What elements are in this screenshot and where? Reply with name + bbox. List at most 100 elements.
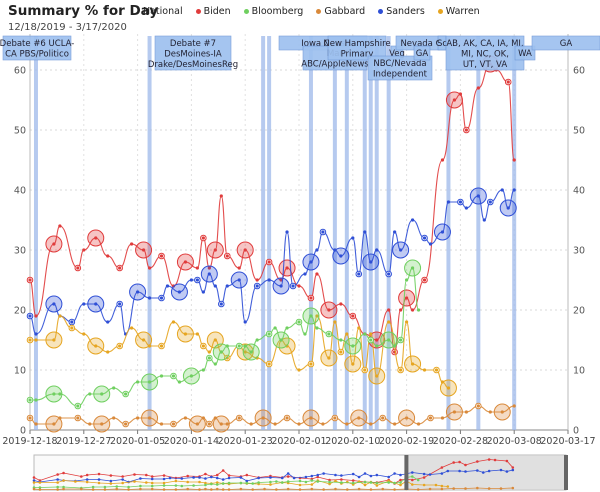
legend-scope[interactable]: National: [143, 6, 183, 17]
legend-item-biden[interactable]: Biden: [195, 6, 231, 17]
navigator-point: [464, 470, 467, 473]
navigator-point: [310, 487, 314, 491]
data-point: [261, 416, 265, 420]
data-point: [141, 338, 146, 342]
navigator-point: [411, 478, 414, 482]
navigator-line-sanders: [33, 469, 513, 483]
navigator-handle-left[interactable]: [404, 455, 409, 490]
data-point: [243, 248, 247, 252]
data-point: [141, 248, 146, 252]
navigator-point: [32, 479, 36, 482]
navigator-point: [109, 479, 113, 483]
data-point: [393, 230, 397, 234]
data-point: [446, 386, 451, 390]
navigator-point: [204, 481, 207, 485]
event-label-super-tuesday: AB, AK, CA, IA, MI,MI, NC, OK,UT, VT, VA: [445, 35, 525, 71]
data-point: [375, 374, 379, 378]
navigator-handle-right[interactable]: [564, 455, 568, 490]
data-point: [285, 326, 289, 330]
data-point: [28, 314, 32, 318]
legend-label-biden: Biden: [203, 6, 231, 17]
navigator-point: [150, 484, 154, 488]
data-point: [207, 272, 211, 276]
data-point: [440, 416, 445, 420]
data-point: [207, 350, 211, 354]
event-label-text: New Hampshire: [323, 39, 390, 49]
data-point: [297, 320, 301, 324]
data-point: [58, 392, 62, 396]
navigator-point: [162, 488, 166, 491]
legend-item-warren[interactable]: Warren: [437, 6, 480, 17]
navigator-point: [487, 469, 491, 473]
data-point: [363, 368, 367, 372]
navigator-point: [32, 487, 36, 491]
y-tick-label-left: 60: [14, 66, 26, 77]
navigator-point: [375, 481, 379, 485]
data-point: [405, 320, 409, 324]
data-point: [327, 308, 331, 312]
data-point: [363, 332, 367, 336]
navigator-point: [280, 476, 284, 480]
data-point: [303, 332, 307, 336]
event-label-text: NBC/Nevada: [373, 59, 426, 69]
data-point: [476, 86, 480, 90]
event-line: [261, 36, 266, 430]
navigator-point: [363, 472, 367, 475]
navigator-point: [239, 476, 243, 479]
data-point: [201, 344, 205, 348]
event-line: [147, 36, 152, 430]
event-line: [332, 36, 337, 430]
navigator-point: [369, 488, 373, 491]
navigator-point: [452, 461, 455, 464]
data-point: [112, 416, 116, 420]
date-range: 12/18/2019 - 3/17/2020: [8, 22, 127, 33]
legend-item-sanders[interactable]: Sanders: [378, 6, 425, 17]
legend-item-gabbard[interactable]: Gabbard: [316, 6, 365, 17]
data-point: [52, 242, 56, 246]
navigator-point: [440, 472, 444, 475]
navigator-point: [476, 460, 479, 463]
navigator-point: [62, 487, 65, 491]
navigator-point: [62, 485, 65, 489]
data-point: [159, 296, 164, 300]
navigator-point: [286, 480, 290, 483]
data-point: [219, 422, 223, 426]
data-point: [76, 404, 80, 408]
navigator-point: [109, 482, 113, 485]
data-point: [512, 158, 516, 162]
navigator-point: [215, 487, 219, 491]
navigator-point: [411, 471, 414, 474]
data-point: [488, 410, 492, 414]
navigator-point: [145, 481, 148, 484]
y-tick-label-right: 20: [573, 306, 585, 317]
navigator-point: [345, 488, 349, 491]
navigator-point: [340, 481, 343, 484]
navigator-point: [399, 483, 402, 487]
data-point: [458, 200, 462, 204]
data-point: [267, 362, 271, 366]
navigator-point: [499, 468, 503, 472]
navigator-point: [204, 472, 207, 476]
data-point: [393, 344, 397, 348]
navigator-point: [85, 478, 89, 481]
data-point: [171, 374, 176, 378]
data-point: [183, 332, 188, 336]
data-point: [52, 392, 56, 396]
navigator-point: [139, 487, 142, 491]
navigator-point: [440, 484, 444, 488]
navigator-point: [133, 480, 136, 483]
navigator-point: [174, 479, 178, 483]
data-point: [321, 230, 325, 234]
navigator-point: [239, 487, 243, 491]
navigator-point: [227, 481, 231, 485]
event-label-text: MI, NC, OK,: [461, 50, 509, 60]
biden-dot-icon: [195, 9, 201, 14]
x-tick-label: 2019-12-18: [2, 436, 57, 447]
data-point: [464, 206, 468, 210]
data-point: [130, 242, 134, 246]
legend-item-bloomberg[interactable]: Bloomberg: [243, 6, 303, 17]
navigator-point: [139, 484, 142, 488]
navigator-point: [186, 487, 189, 491]
data-point: [207, 356, 211, 360]
data-point: [464, 410, 468, 414]
